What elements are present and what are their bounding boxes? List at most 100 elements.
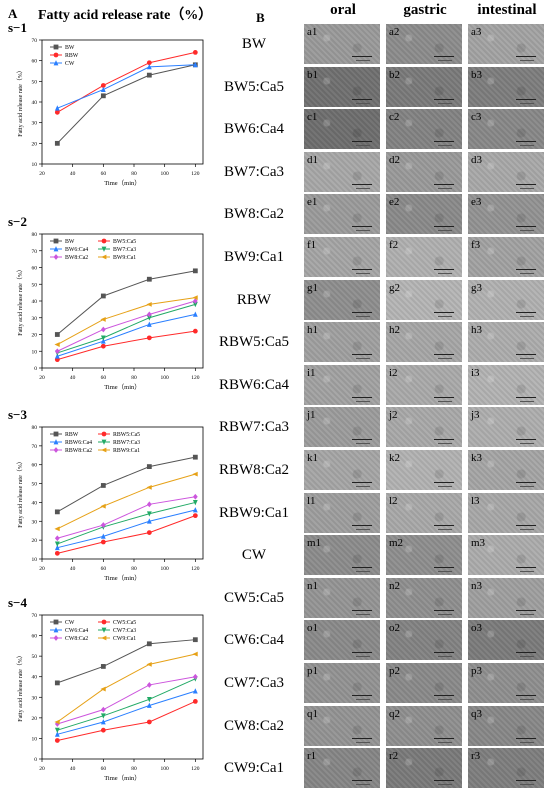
scale-bar bbox=[352, 524, 372, 526]
micrograph-label: o2 bbox=[389, 622, 400, 635]
y-tick-label: 30 bbox=[32, 519, 38, 525]
row-label: RBW8:Ca2 bbox=[219, 462, 289, 478]
y-tick-label: 60 bbox=[32, 463, 38, 469]
legend-label: RBW5:Ca5 bbox=[113, 432, 140, 438]
series-line bbox=[57, 330, 196, 361]
data-point bbox=[54, 342, 60, 347]
scale-bar bbox=[434, 183, 454, 185]
column-header-gastric: gastric bbox=[403, 2, 447, 18]
scale-bar-text bbox=[356, 60, 370, 61]
series-line bbox=[57, 456, 196, 513]
legend-marker bbox=[53, 431, 59, 437]
data-point bbox=[192, 301, 198, 308]
subplot-label: s−2 bbox=[8, 214, 27, 229]
x-tick-label: 120 bbox=[191, 375, 200, 381]
x-tick-label: 60 bbox=[101, 171, 107, 177]
data-point bbox=[146, 518, 152, 524]
row-label: CW bbox=[241, 547, 267, 564]
legend-label: CW bbox=[65, 620, 75, 626]
y-tick-label: 20 bbox=[32, 141, 38, 147]
x-tick-label: 120 bbox=[191, 566, 200, 572]
plot-frame bbox=[41, 614, 204, 760]
micrograph-image: p3 bbox=[468, 663, 544, 703]
micrograph-image: k1 bbox=[304, 450, 380, 490]
micrograph-label: p1 bbox=[307, 665, 318, 677]
scale-bar bbox=[434, 482, 454, 483]
legend-marker bbox=[53, 238, 59, 244]
data-point bbox=[192, 500, 198, 506]
scale-bar-text bbox=[438, 273, 452, 274]
micrograph-image: j1 bbox=[304, 407, 380, 448]
chart-s4: s−4 20 40 60 80 100 120 0 10 20 30 40 50 60 70 Time（min… bbox=[8, 595, 204, 782]
legend-marker bbox=[101, 627, 107, 633]
legend-label: BW bbox=[65, 45, 75, 51]
scale-bar-text bbox=[438, 400, 452, 402]
micrograph-label: d2 bbox=[389, 153, 400, 166]
scale-bar bbox=[352, 780, 372, 782]
series-line bbox=[57, 501, 196, 545]
micrograph-label: d1 bbox=[307, 153, 318, 166]
row-label: CW5:Ca5 bbox=[224, 589, 284, 606]
series-line bbox=[57, 473, 196, 530]
data-point bbox=[192, 651, 198, 657]
x-tick-label: 20 bbox=[39, 566, 45, 572]
micrograph-label: l3 bbox=[471, 494, 480, 507]
chart-s1: s−120 40 60 80 100 12010203040506070Time（min）… bbox=[8, 20, 204, 187]
x-axis-label: Time（min） bbox=[104, 179, 141, 187]
micrograph-image: c2 bbox=[386, 109, 462, 150]
data-point bbox=[192, 471, 198, 477]
x-tick-label: 60 bbox=[101, 766, 107, 772]
series-line bbox=[57, 313, 196, 357]
micrograph-image: o2 bbox=[386, 620, 462, 661]
series-line bbox=[56, 64, 196, 144]
scale-bar-text bbox=[438, 187, 452, 189]
micrograph-image: q2 bbox=[386, 705, 462, 746]
micrograph-label: j1 bbox=[307, 409, 316, 422]
micrograph-image: d3 bbox=[468, 151, 544, 192]
x-axis-label: Time（min） bbox=[104, 774, 141, 782]
scale-bar bbox=[352, 609, 372, 611]
data-point bbox=[146, 311, 152, 318]
scale-bar bbox=[516, 141, 536, 143]
data-point bbox=[146, 301, 152, 307]
scale-bar-text bbox=[520, 486, 534, 487]
legend-marker bbox=[53, 627, 59, 633]
micrograph-image: j3 bbox=[468, 407, 544, 448]
data-point bbox=[100, 83, 106, 88]
micrograph-label: m3 bbox=[471, 537, 486, 550]
row-label: RBW bbox=[236, 291, 272, 308]
x-tick-label: 20 bbox=[39, 766, 45, 772]
micrograph-image: b2 bbox=[386, 66, 462, 107]
data-point bbox=[54, 680, 60, 686]
series-line bbox=[57, 300, 196, 352]
x-tick-label: 80 bbox=[131, 375, 137, 381]
micrograph-image: b3 bbox=[468, 66, 544, 107]
y-tick-label: 60 bbox=[32, 266, 38, 272]
y-tick-label: 70 bbox=[32, 444, 38, 450]
series-line bbox=[57, 515, 196, 554]
scale-bar bbox=[516, 695, 536, 696]
data-point bbox=[146, 661, 152, 667]
scale-bar bbox=[434, 354, 454, 356]
scale-bar-text bbox=[356, 486, 370, 487]
legend-label: RBW bbox=[65, 53, 79, 59]
micrograph-label: i3 bbox=[471, 366, 480, 379]
x-tick-label: 80 bbox=[131, 766, 137, 772]
panel-b-letter: B bbox=[256, 10, 265, 25]
series-line bbox=[57, 270, 196, 335]
data-point bbox=[100, 335, 106, 341]
y-axis-label: Fatty acid release rate（%） bbox=[17, 67, 24, 136]
data-point bbox=[54, 348, 60, 355]
scale-bar-text bbox=[356, 230, 370, 232]
data-point bbox=[100, 293, 106, 299]
x-tick-label: 100 bbox=[161, 766, 170, 772]
micrograph-image: p1 bbox=[304, 663, 380, 703]
micrograph-label: r3 bbox=[471, 750, 481, 763]
scale-bar-text bbox=[520, 102, 534, 104]
data-point bbox=[192, 688, 198, 694]
row-label: RBW6:Ca4 bbox=[219, 376, 289, 393]
micrograph-label: n1 bbox=[307, 579, 318, 592]
data-point bbox=[100, 539, 106, 545]
x-tick-label: 20 bbox=[39, 375, 45, 381]
scale-bar-text bbox=[438, 699, 452, 700]
